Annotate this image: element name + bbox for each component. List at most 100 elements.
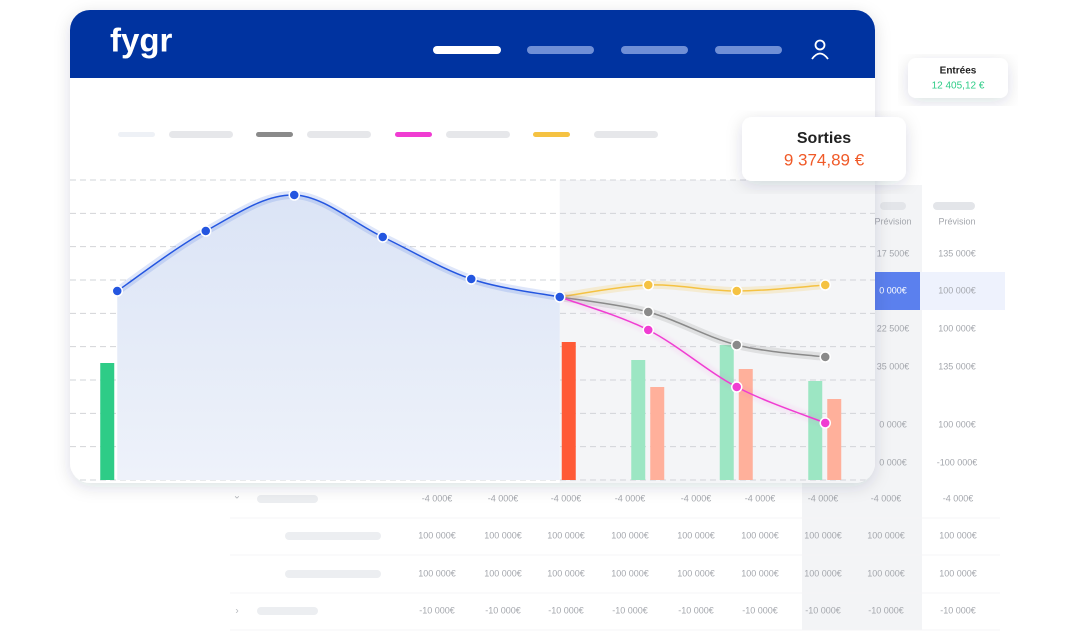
table-cell: -4 000€ <box>871 493 902 503</box>
table-cell: 0 000€ <box>879 285 907 295</box>
table-cell: 100 000€ <box>741 530 779 540</box>
table-cell: -10 000€ <box>548 605 584 615</box>
table-cell: -10 000€ <box>419 605 455 615</box>
tooltip-label: Entrées <box>940 66 977 77</box>
area-fill <box>117 194 560 480</box>
table-cell: 100 000€ <box>611 568 649 578</box>
nav-item[interactable] <box>715 46 782 54</box>
table-cell: 100 000€ <box>484 568 522 578</box>
data-point <box>200 225 212 237</box>
table-cell: 100 000€ <box>939 568 977 578</box>
expand-toggle[interactable]: ⌄ <box>233 491 241 502</box>
tooltip-box <box>742 117 906 181</box>
line <box>559 284 826 298</box>
nav-item[interactable] <box>433 46 501 54</box>
chart-card: fygr <box>70 10 875 483</box>
table-cell: 100 000€ <box>867 568 905 578</box>
data-point <box>554 291 566 303</box>
bar <box>738 369 753 480</box>
bar <box>827 399 842 480</box>
table-cell: 100 000€ <box>418 530 456 540</box>
cell-highlight <box>870 272 920 310</box>
tooltip-label: Sorties <box>797 130 851 147</box>
expand-toggle[interactable]: › <box>235 606 238 617</box>
table-cell: 0 000€ <box>879 457 907 467</box>
sorties-tooltip: Sorties 9 374,89 € <box>742 117 906 181</box>
table-cell: 100 000€ <box>804 530 842 540</box>
table-cell: 100 000€ <box>804 568 842 578</box>
table-cell: 100 000€ <box>938 323 976 333</box>
table-cell: 100 000€ <box>939 530 977 540</box>
nav-item[interactable] <box>621 46 688 54</box>
data-point <box>731 339 743 351</box>
table-cell: 135 000€ <box>938 248 976 258</box>
table-cell: -4 000€ <box>681 493 712 503</box>
table-cell: -10 000€ <box>485 605 521 615</box>
legend <box>118 131 658 138</box>
data-point <box>288 189 300 201</box>
column-header: Prévision <box>938 216 975 226</box>
tooltip-value: 9 374,89 € <box>784 150 865 169</box>
tooltip-value: 12 405,12 € <box>932 81 985 92</box>
line <box>116 194 560 298</box>
table-cell: 100 000€ <box>938 419 976 429</box>
table-cell: 35 000€ <box>877 361 910 371</box>
table-cell: -10 000€ <box>742 605 778 615</box>
bar <box>650 387 665 480</box>
table-cell: 100 000€ <box>741 568 779 578</box>
data-point <box>642 306 654 318</box>
table-cell: 100 000€ <box>547 568 585 578</box>
table-cell: -10 000€ <box>940 605 976 615</box>
data-point <box>465 273 477 285</box>
skeleton <box>933 202 975 210</box>
bar <box>719 345 734 480</box>
table-cell: -10 000€ <box>805 605 841 615</box>
table-cell: -10 000€ <box>678 605 714 615</box>
skeleton <box>880 202 906 210</box>
table-cell: 100 000€ <box>418 568 456 578</box>
table-cell: 22 500€ <box>877 323 910 333</box>
table-cell: -4 000€ <box>808 493 839 503</box>
bar <box>808 381 823 480</box>
table-cell: 0 000€ <box>879 419 907 429</box>
data-point <box>819 351 831 363</box>
table-cell: -10 000€ <box>612 605 648 615</box>
table-cell: 100 000€ <box>677 530 715 540</box>
table-cell: -4 000€ <box>488 493 519 503</box>
forecast-region <box>559 180 875 483</box>
data-point <box>111 285 123 297</box>
table-cell: 100 000€ <box>611 530 649 540</box>
bar <box>561 342 576 480</box>
table-cell: 100 000€ <box>484 530 522 540</box>
plot <box>70 179 875 483</box>
header-bar <box>70 10 875 78</box>
logo: fygr <box>110 22 173 59</box>
tooltip-box <box>908 58 1008 98</box>
data-point <box>377 231 389 243</box>
table-cell: 17 500€ <box>877 248 910 258</box>
table-cell: 100 000€ <box>867 530 905 540</box>
nav-item[interactable] <box>527 46 594 54</box>
data-point <box>642 324 654 336</box>
table-cell: -4 000€ <box>745 493 776 503</box>
table-cell: -4 000€ <box>615 493 646 503</box>
skeleton <box>285 532 381 540</box>
skeleton <box>257 495 318 503</box>
column-header: Prévision <box>874 216 911 226</box>
table-cell: 100 000€ <box>677 568 715 578</box>
entrees-tooltip: Entrées 12 405,12 € <box>908 58 1008 98</box>
user-icon[interactable] <box>811 39 829 60</box>
data-point <box>819 417 831 429</box>
bar <box>631 360 646 480</box>
table-cell: -10 000€ <box>868 605 904 615</box>
data-point <box>731 381 743 393</box>
line <box>559 296 826 424</box>
table-cell: -100 000€ <box>937 457 978 467</box>
skeleton <box>257 607 318 615</box>
skeleton <box>285 570 381 578</box>
line <box>559 296 826 358</box>
bar <box>100 363 115 480</box>
data-point <box>642 279 654 291</box>
